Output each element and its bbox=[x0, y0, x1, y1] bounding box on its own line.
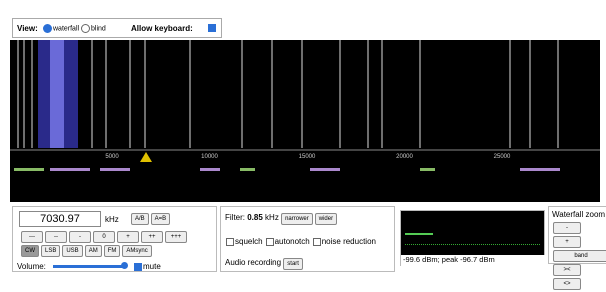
filter-button[interactable]: narrower bbox=[281, 213, 313, 225]
ab-button[interactable]: A=B bbox=[151, 213, 171, 225]
frequency-unit: kHz bbox=[105, 215, 119, 224]
option[interactable]: waterfall bbox=[53, 25, 79, 32]
step-button[interactable]: -- bbox=[45, 231, 67, 243]
step-button[interactable]: --- bbox=[21, 231, 43, 243]
signal-level bbox=[405, 233, 433, 235]
option-checkbox[interactable] bbox=[226, 238, 234, 246]
volume-slider[interactable] bbox=[53, 265, 123, 268]
view-options: waterfall blind bbox=[43, 24, 106, 33]
option-checkbox[interactable] bbox=[266, 238, 274, 246]
mode-button[interactable]: FM bbox=[104, 245, 121, 257]
scale-label: 5000 bbox=[105, 154, 119, 160]
signal-band bbox=[50, 40, 64, 148]
waterfall-bg bbox=[10, 40, 600, 202]
radio[interactable] bbox=[43, 24, 52, 33]
filter-label: Filter: bbox=[225, 213, 245, 222]
volume-label: Volume: bbox=[17, 262, 46, 271]
waterfall: 5000 10000 15000 20000 25000 bbox=[10, 40, 600, 202]
frequency-input[interactable]: 7030.97 bbox=[19, 211, 101, 227]
option[interactable]: blind bbox=[91, 25, 106, 32]
zoom-button[interactable]: <> bbox=[553, 278, 581, 290]
slider-thumb[interactable] bbox=[121, 262, 128, 269]
step-button[interactable]: 0 bbox=[93, 231, 115, 243]
mode-button[interactable]: USB bbox=[62, 245, 82, 257]
ab-button[interactable]: A/B bbox=[131, 213, 149, 225]
meter-text: -99.6 dBm; peak -96.7 dBm bbox=[401, 255, 548, 266]
mode-button[interactable]: AM bbox=[85, 245, 102, 257]
meter-scale bbox=[405, 244, 540, 245]
top-bar: View: waterfall blind Allow keyboard: bbox=[12, 18, 222, 38]
mute-checkbox[interactable] bbox=[134, 263, 142, 271]
zoom-button[interactable]: - bbox=[553, 222, 581, 234]
option-label: noise reduction bbox=[322, 237, 376, 246]
scale-label: 25000 bbox=[494, 154, 511, 160]
recording-row: Audio recording start bbox=[225, 258, 305, 270]
filter-unit: kHz bbox=[265, 213, 279, 222]
option-checkbox[interactable] bbox=[313, 238, 321, 246]
view-label: View: bbox=[17, 24, 38, 33]
zoom-button[interactable]: >< bbox=[553, 264, 581, 276]
filter-value: 0.85 bbox=[247, 213, 263, 222]
step-button[interactable]: - bbox=[69, 231, 91, 243]
scale-label: 20000 bbox=[396, 154, 413, 160]
zoom-button[interactable]: + bbox=[553, 236, 581, 248]
keyboard-checkbox[interactable] bbox=[208, 24, 216, 32]
mode-button[interactable]: CW bbox=[21, 245, 39, 257]
filter-button[interactable]: wider bbox=[315, 213, 337, 225]
option-label: squelch bbox=[235, 237, 263, 246]
step-button[interactable]: +++ bbox=[165, 231, 187, 243]
step-button[interactable]: ++ bbox=[141, 231, 163, 243]
recording-label: Audio recording bbox=[225, 258, 281, 267]
meter-panel: -99.6 dBm; peak -96.7 dBm bbox=[400, 210, 545, 266]
mute-label: mute bbox=[143, 262, 161, 271]
recording-button[interactable]: start bbox=[283, 258, 303, 270]
zoom-button[interactable]: band bbox=[553, 250, 606, 262]
scale-label: 10000 bbox=[201, 154, 218, 160]
keyboard-label: Allow keyboard: bbox=[131, 24, 193, 33]
mode-button[interactable]: LSB bbox=[41, 245, 60, 257]
zoom-panel: Waterfall zoom -+band><<> bbox=[548, 206, 606, 264]
radio[interactable] bbox=[81, 24, 90, 33]
step-button[interactable]: + bbox=[117, 231, 139, 243]
page: View: waterfall blind Allow keyboard: 50… bbox=[0, 0, 606, 274]
scale-label: 15000 bbox=[299, 154, 316, 160]
mode-button[interactable]: AMsync bbox=[122, 245, 151, 257]
option-label: autonotch bbox=[275, 237, 310, 246]
zoom-title: Waterfall zoom bbox=[552, 210, 605, 219]
